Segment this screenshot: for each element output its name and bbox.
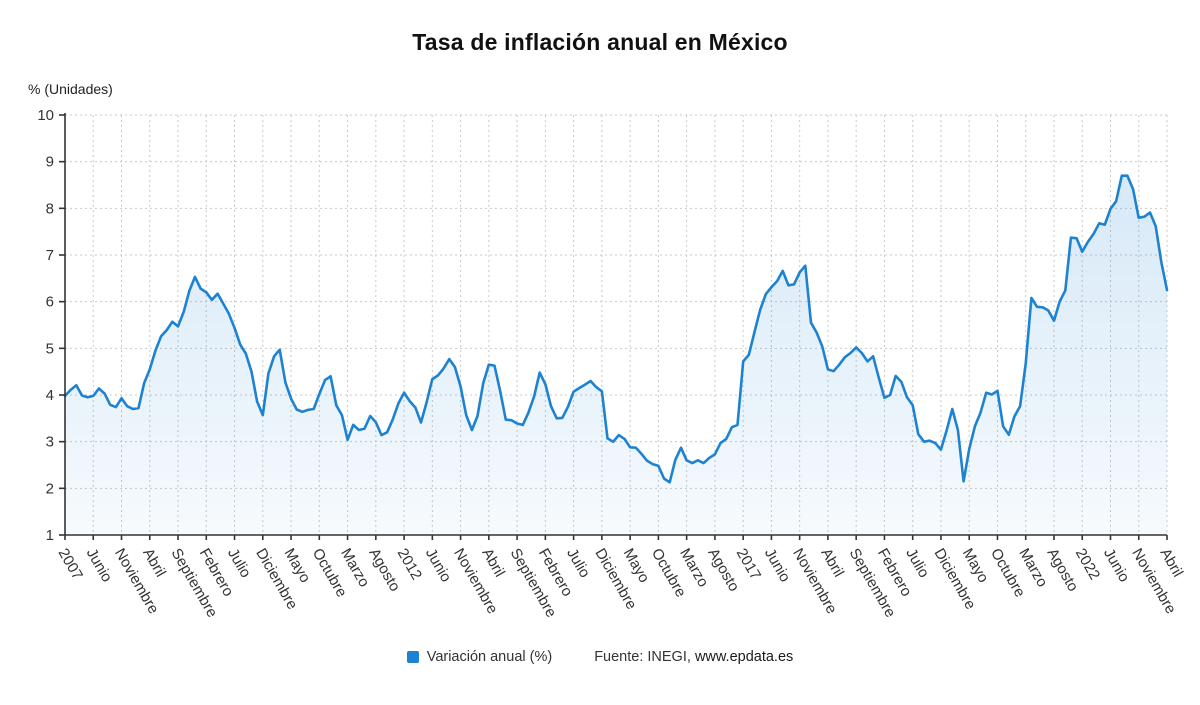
svg-text:Junio: Junio: [83, 546, 116, 586]
svg-text:6: 6: [46, 294, 54, 311]
svg-text:Junio: Junio: [1100, 546, 1133, 586]
svg-text:2007: 2007: [55, 546, 86, 583]
y-axis-labels: 1 2 3 4 5 6 7 8 9 10: [37, 107, 54, 544]
epdata-link[interactable]: www.epdata.es: [694, 649, 794, 665]
svg-text:7: 7: [46, 247, 54, 264]
page-title: Tasa de inflación anual en México: [412, 29, 788, 55]
svg-text:4: 4: [46, 387, 54, 404]
legend: Variación anual (%) Fuente: INEGI, www.e…: [0, 649, 1200, 665]
svg-text:1: 1: [46, 527, 54, 544]
series-line[interactable]: [63, 174, 1169, 484]
series-area: [65, 175, 1167, 535]
svg-text:5: 5: [46, 340, 54, 357]
y-axis-unit-label: % (Unidades): [28, 81, 113, 97]
source-prefix: Fuente: INEGI,: [594, 649, 695, 665]
axes: [59, 113, 1168, 540]
legend-label: Variación anual (%): [426, 649, 553, 665]
x-axis-labels: 2007JunioNoviembreAbrilSeptiembreFebrero…: [55, 546, 1187, 621]
svg-text:8: 8: [46, 200, 54, 217]
svg-text:10: 10: [37, 107, 54, 124]
svg-text:Junio: Junio: [422, 546, 455, 586]
legend-square-icon: [406, 651, 419, 663]
svg-text:9: 9: [46, 154, 54, 171]
legend-item-variacion-anual[interactable]: Variación anual (%): [406, 649, 553, 665]
svg-text:3: 3: [46, 434, 54, 451]
svg-text:Junio: Junio: [761, 546, 794, 586]
source-text: Fuente: INEGI, www.epdata.es: [594, 649, 793, 665]
svg-text:2: 2: [46, 480, 54, 497]
